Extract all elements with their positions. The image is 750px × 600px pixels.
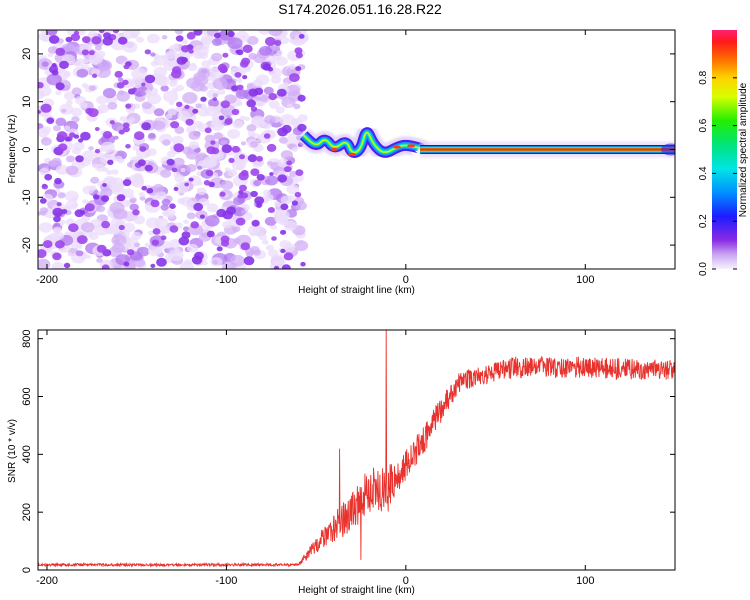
x-tick-label: 100	[576, 274, 594, 286]
x-tick-label: -200	[36, 575, 58, 587]
y-tick-label: 10	[21, 96, 33, 108]
y-tick-label: 0	[21, 567, 33, 573]
y-tick-label: 600	[21, 387, 33, 405]
x-tick-label: -200	[36, 274, 58, 286]
transition-band	[297, 123, 423, 162]
spectrogram-heatmap	[38, 30, 675, 269]
x-tick-label: 100	[576, 575, 594, 587]
y-tick-label: 0	[21, 146, 33, 152]
y-tick-label: -10	[21, 189, 33, 205]
page-title: S174.2026.051.16.28.R22	[278, 1, 442, 17]
x-tick-label: 0	[403, 274, 409, 286]
top-x-axis-label: Height of straight line (km)	[298, 285, 415, 296]
colorbar-tick-label: 0.4	[698, 166, 709, 180]
top-y-axis-label: Frequency (Hz)	[7, 115, 18, 184]
bottom-x-axis-label: Height of straight line (km)	[298, 585, 415, 596]
x-tick-label: -100	[215, 274, 237, 286]
y-tick-label: 400	[21, 445, 33, 463]
colorbar	[712, 30, 737, 269]
y-tick-label: 800	[21, 330, 33, 348]
x-tick-label: -100	[215, 575, 237, 587]
y-tick-label: 200	[21, 503, 33, 521]
y-tick-label: 20	[21, 48, 33, 60]
colorbar-tick-label: 0.8	[698, 70, 709, 84]
snr-line-plot	[38, 330, 675, 568]
colorbar-tick-label: 0.2	[698, 214, 709, 228]
colorbar-label: Normalized spectral amplitude	[738, 82, 749, 217]
bottom-x-axis-label-frame	[37, 329, 676, 571]
y-tick-label: -20	[21, 237, 33, 253]
x-tick-label: 0	[403, 575, 409, 587]
carrier-line	[420, 141, 675, 158]
colorbar-tick-label: 0.0	[698, 262, 709, 276]
bottom-y-axis-label: SNR (10 * v/v)	[7, 419, 18, 483]
noise-region	[38, 30, 309, 269]
snr-series	[38, 330, 675, 568]
colorbar-tick-label: 0.6	[698, 118, 709, 132]
